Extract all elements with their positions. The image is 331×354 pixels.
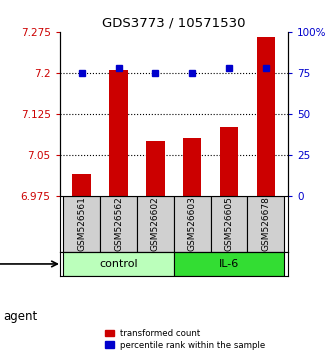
Text: GSM526603: GSM526603 xyxy=(188,196,197,251)
Bar xyxy=(100,196,137,252)
Text: control: control xyxy=(99,259,138,269)
Text: IL-6: IL-6 xyxy=(219,259,239,269)
Bar xyxy=(174,196,211,252)
Text: GSM526602: GSM526602 xyxy=(151,196,160,251)
Title: GDS3773 / 10571530: GDS3773 / 10571530 xyxy=(102,16,246,29)
Text: GSM526678: GSM526678 xyxy=(261,196,270,251)
Bar xyxy=(174,252,284,276)
Legend: transformed count, percentile rank within the sample: transformed count, percentile rank withi… xyxy=(105,329,266,350)
Text: agent: agent xyxy=(3,310,37,323)
Bar xyxy=(137,196,174,252)
Bar xyxy=(211,196,248,252)
Bar xyxy=(109,70,128,196)
Text: GSM526605: GSM526605 xyxy=(224,196,234,251)
Text: GSM526561: GSM526561 xyxy=(77,196,86,251)
Bar xyxy=(146,141,165,196)
Bar xyxy=(63,252,174,276)
Bar xyxy=(72,174,91,196)
Text: GSM526562: GSM526562 xyxy=(114,196,123,251)
Bar xyxy=(257,37,275,196)
Bar xyxy=(248,196,284,252)
Bar xyxy=(183,138,201,196)
Bar xyxy=(63,196,100,252)
Bar xyxy=(220,127,238,196)
